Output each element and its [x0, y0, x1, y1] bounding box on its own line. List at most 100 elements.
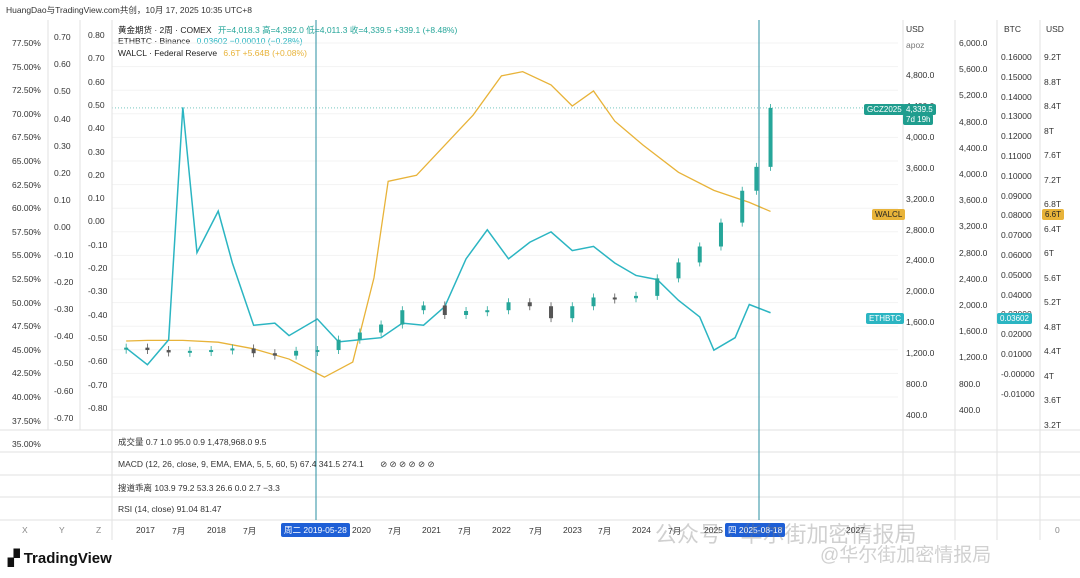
axis-usd-inner-tick: 3,200.0	[906, 193, 935, 204]
axis-pct-tick: 57.50%	[12, 226, 41, 237]
axis-x-tick: 7月	[458, 526, 472, 536]
axis-pct-tick: 35.00%	[12, 439, 41, 450]
axis-btc-tick: 0.09000	[1001, 190, 1032, 201]
axis-usd-outer-tick: 4,400.0	[959, 142, 988, 153]
gold-candle	[485, 310, 490, 313]
gold-candle	[718, 222, 723, 247]
axis-x-tick: 7月	[668, 526, 682, 536]
axis-x-tick: 2017	[136, 525, 155, 535]
axis-a2-tick: 0.20	[54, 168, 71, 178]
axis-btc-tick: 0.07000	[1001, 230, 1032, 241]
axis-usd-inner-tick: 4,800.0	[906, 70, 935, 80]
legend-walcl[interactable]: WALCL · Federal Reserve 6.6T +5.64B (+0.…	[118, 48, 307, 58]
gold-candle	[527, 302, 532, 307]
axis-a2-tick: 0.60	[54, 59, 71, 70]
gold-series	[124, 103, 773, 360]
axis-btc-tick: 0.13000	[1001, 111, 1032, 122]
gold-candle	[655, 278, 660, 296]
axis-x-button: X	[22, 525, 28, 535]
axis-a3-tick: 0.30	[88, 146, 105, 157]
axis-usd-outer-tick: 1,600.0	[959, 326, 988, 337]
axis-usdT-tick: 3.2T	[1044, 419, 1062, 430]
axis-a3-tick: 0.80	[88, 30, 105, 40]
axis-a3-tick: 0.60	[88, 76, 105, 87]
gold-candle	[570, 306, 575, 319]
axis-pct-tick: 47.50%	[12, 321, 41, 332]
ethbtc-name-tag: ETHBTC	[866, 313, 904, 324]
axis-usdT-tick: 8.8T	[1044, 76, 1062, 87]
indicator-macd[interactable]: MACD (12, 26, close, 9, EMA, EMA, 5, 5, …	[118, 459, 435, 470]
axis-btc-tick: 0.11000	[1001, 151, 1032, 161]
axis-a3-tick: -0.30	[88, 286, 108, 297]
axis-a3-tick: -0.60	[88, 356, 108, 367]
axis-usdT-tick: 6.8T	[1044, 199, 1062, 209]
gold-candle	[145, 347, 150, 351]
axis-pct-tick: 40.00%	[12, 392, 41, 402]
btc-axis-head: BTC	[1004, 24, 1021, 34]
gold-candle	[336, 339, 341, 351]
axis-a3-tick: 0.50	[88, 99, 105, 110]
axis-pct-tick: 75.00%	[12, 61, 41, 72]
axis-usdT-tick: 6T	[1044, 248, 1054, 258]
gold-candle	[209, 350, 214, 353]
axis-pct-tick: 37.50%	[12, 415, 41, 426]
axis-usdT-tick: 8.4T	[1044, 101, 1062, 111]
walcl-series	[126, 70, 771, 378]
gold-candle	[421, 305, 426, 311]
axis-x-tick: 2023	[563, 525, 582, 535]
axis-x-tick: 2020	[352, 525, 371, 535]
legend-ethbtc-values: 0.03602 −0.00010 (−0.28%)	[196, 36, 303, 46]
indicator-rsi[interactable]: RSI (14, close) 91.04 81.47	[118, 504, 221, 514]
gold-candle	[768, 107, 773, 167]
axis-x-tick: 2027	[846, 525, 865, 535]
usd-axis-head: USD	[906, 24, 924, 34]
axis-usd-outer-tick: 3,200.0	[959, 221, 988, 232]
axis-a2-tick: 0.10	[54, 195, 71, 206]
axis-x-tick: 2022	[492, 525, 511, 535]
gold-price-tag: 4,339.5	[903, 104, 936, 115]
axis-a2-tick: -0.30	[54, 304, 74, 314]
gold-name-tag: GCZ2025	[864, 104, 905, 115]
indicator-macd-extra: ⊘ ⊘ ⊘ ⊘ ⊘ ⊘	[380, 459, 435, 469]
legend-ethbtc[interactable]: ETHBTC · Binance 0.03602 −0.00010 (−0.28…	[118, 36, 303, 46]
axis-usd-inner-tick: 1,200.0	[906, 348, 935, 359]
axis-usd-outer-tick: 800.0	[959, 378, 981, 389]
axis-usd-inner-tick: 800.0	[906, 379, 928, 389]
walcl-name-tag: WALCL	[872, 209, 906, 220]
axis-usd-outer-tick: 400.0	[959, 404, 981, 415]
axis-usd-outer-tick: 4,800.0	[959, 116, 988, 127]
axis-a3-tick: -0.50	[88, 332, 108, 343]
axis-usd-outer-tick: 2,400.0	[959, 273, 988, 284]
axis-btc-tick: 0.15000	[1001, 71, 1032, 82]
axis-a2-tick: -0.60	[54, 385, 74, 396]
gold-candle	[676, 262, 681, 279]
axis-pct-tick: 62.50%	[12, 179, 41, 190]
axis-usdT-tick: 9.2T	[1044, 52, 1062, 62]
gold-candle	[315, 350, 320, 353]
axis-usd-outer-tick: 3,600.0	[959, 195, 988, 206]
axis-usd-outer-tick: 2,000.0	[959, 300, 988, 310]
indicator-bias[interactable]: 搜道乖离 103.9 79.2 53.3 26.6 0.0 2.7 −3.3	[118, 482, 280, 494]
gold-candle	[549, 306, 554, 319]
tradingview-logo: ▞ TradingView	[8, 549, 112, 567]
indicator-volume-label: 成交量 0.7 1.0 95.0 0.9 1,478,968.0 9.5	[118, 437, 267, 447]
axis-a2-tick: -0.20	[54, 276, 74, 287]
axis-btc-tick: 0.16000	[1001, 52, 1032, 62]
axis-x-tick: 7月	[172, 526, 186, 536]
axis-a3-tick: -0.80	[88, 402, 108, 413]
axis-pct-tick: 72.50%	[12, 85, 41, 96]
gold-candle	[591, 297, 596, 307]
gridlines	[112, 42, 898, 398]
axis-a3-tick: 0.20	[88, 169, 105, 180]
author-line: HuangDao与TradingView.com共创，10月 17, 2025 …	[6, 5, 252, 15]
gold-candle	[187, 350, 192, 353]
axis-usdT-tick: 8T	[1044, 125, 1054, 136]
axis-a3-tick: -0.10	[88, 239, 108, 250]
legend-gold[interactable]: 黄金期货 · 2周 · COMEX 开=4,018.3 高=4,392.0 低=…	[118, 24, 457, 36]
axis-x-tick: 7月	[388, 526, 402, 536]
axis-usd-outer-tick: 2,800.0	[959, 247, 988, 258]
axis-usdT-tick: 4T	[1044, 370, 1054, 381]
watermark-2: @华尔街加密情报局	[820, 545, 992, 566]
indicator-volume[interactable]: 成交量 0.7 1.0 95.0 0.9 1,478,968.0 9.5	[118, 436, 266, 448]
